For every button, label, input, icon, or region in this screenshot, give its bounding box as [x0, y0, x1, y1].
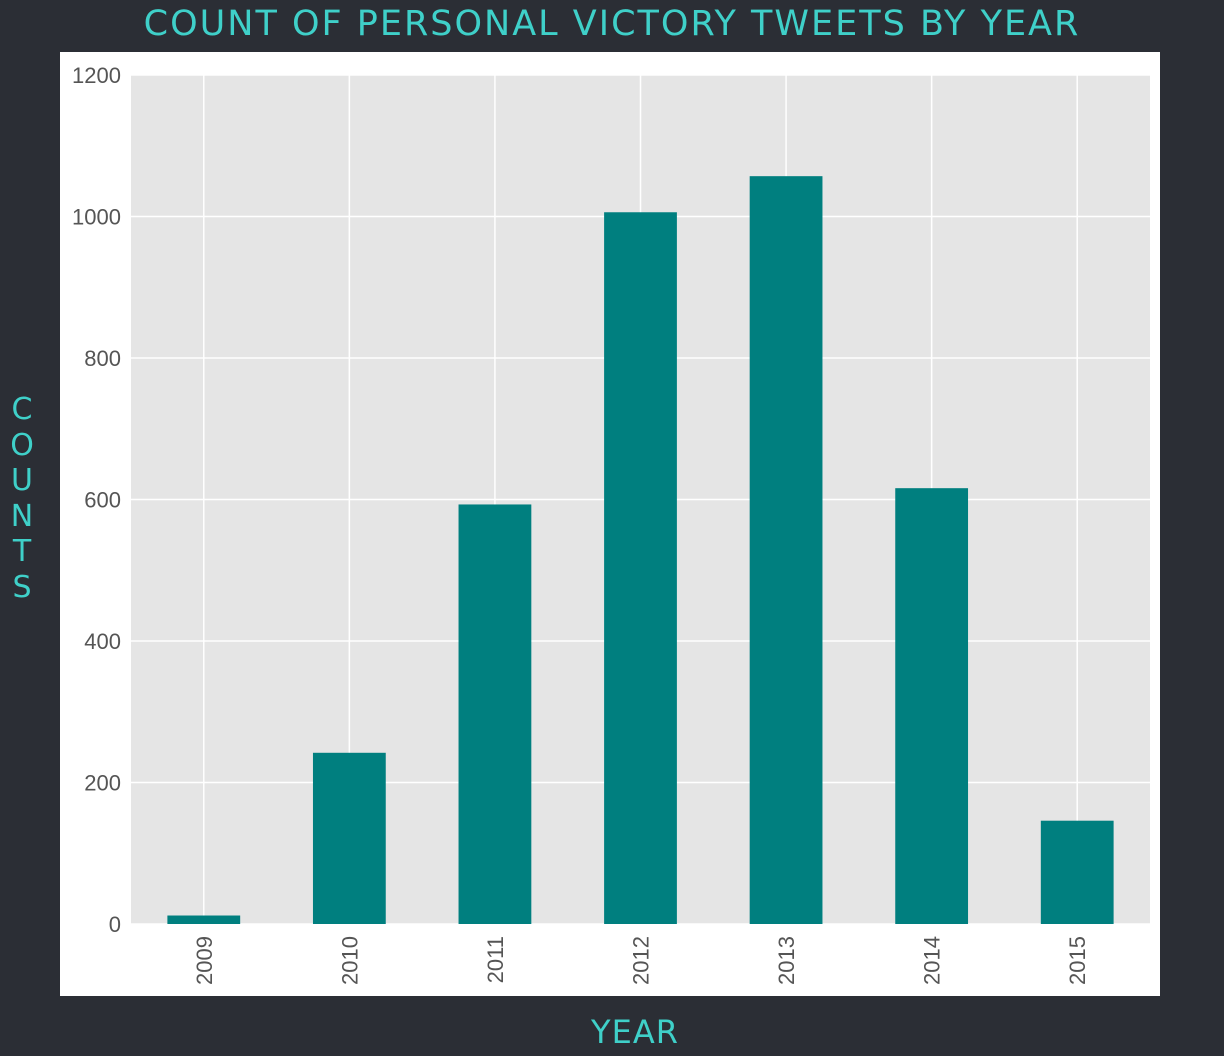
y-axis-label-letter: U: [11, 463, 33, 498]
y-tick-label: 1200: [72, 63, 121, 88]
bar-chart: 0 200 400 600 800 1000 1200 2009 2010 2011 2012 201…: [72, 63, 1150, 985]
y-axis-label-letter: S: [12, 569, 32, 605]
x-tick-label: 2013: [774, 936, 799, 985]
y-tick-label: 200: [84, 771, 121, 796]
y-tick-label: 1000: [72, 205, 121, 230]
x-tick-label: 2011: [483, 936, 508, 983]
y-tick-label: 600: [84, 488, 121, 513]
chart-title: COUNT OF PERSONAL VICTORY TWEETS BY YEAR: [143, 4, 1081, 44]
y-tick-label: 800: [84, 346, 121, 371]
x-tick-label: 2010: [337, 936, 362, 985]
bar-2011: [458, 504, 532, 924]
bar-2013: [749, 176, 823, 925]
x-tick-label: 2015: [1065, 936, 1090, 985]
x-tick-label: 2012: [629, 936, 654, 985]
y-axis-label-letter: T: [12, 534, 32, 569]
bar-2015: [1040, 820, 1114, 924]
y-axis-label-letter: N: [10, 498, 34, 534]
y-axis-label-letter: O: [10, 427, 34, 463]
x-axis-label: YEAR: [591, 1013, 679, 1051]
y-tick-label: 0: [109, 912, 121, 937]
bar-2012: [604, 212, 677, 924]
bar-2010: [312, 752, 386, 924]
x-tick-label: 2009: [192, 936, 217, 985]
y-axis-label-letter: C: [11, 392, 33, 427]
bar-2014: [895, 488, 969, 924]
chart-panel: 0 200 400 600 800 1000 1200 2009 2010 2011 2012 201…: [60, 52, 1160, 996]
bar-2009: [167, 915, 241, 924]
x-tick-label: 2014: [920, 936, 945, 985]
y-tick-label: 400: [84, 629, 121, 654]
